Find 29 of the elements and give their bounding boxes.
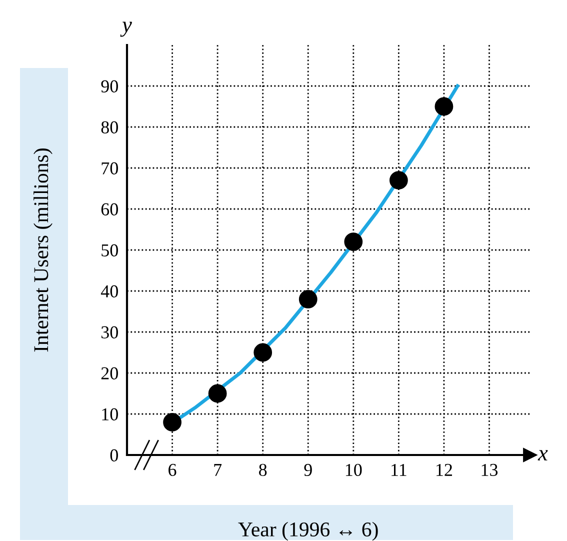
x-tick-label: 13 — [482, 464, 498, 476]
y-tick-label: 90 — [101, 80, 118, 92]
y-tick-label: 50 — [102, 244, 118, 256]
x-tick-label: 6 — [168, 464, 176, 476]
x-axis-title: Year (1996 ↔ 6) — [238, 522, 378, 541]
x-tick-label: 12 — [436, 464, 452, 476]
y-tick-label: 40 — [100, 285, 118, 298]
point — [208, 384, 227, 403]
text: y — [120, 22, 132, 37]
y-tick-label: 0 — [110, 449, 118, 462]
point — [298, 290, 318, 308]
point — [344, 232, 363, 251]
point — [254, 343, 272, 362]
y-tick-label: 60 — [101, 203, 118, 216]
y-tick-label: 30 — [101, 326, 118, 338]
y-tick-label: 20 — [101, 367, 118, 380]
point — [163, 413, 182, 432]
x-tick-label: 9 — [304, 464, 312, 476]
x-tick-label: 8 — [259, 464, 267, 476]
x-tick-label: 10 — [346, 464, 362, 476]
y-tick-label: 80 — [101, 121, 118, 134]
y-tick-label: 70 — [102, 162, 118, 174]
x-tick-label: 7 — [214, 464, 222, 476]
x-tick-label: 11 — [392, 464, 406, 476]
point — [389, 171, 408, 190]
text: x — [538, 450, 548, 460]
y-tick-label: 10 — [102, 408, 118, 420]
y-axis-title: Internet Users (millions) — [34, 148, 52, 352]
point — [434, 97, 454, 116]
